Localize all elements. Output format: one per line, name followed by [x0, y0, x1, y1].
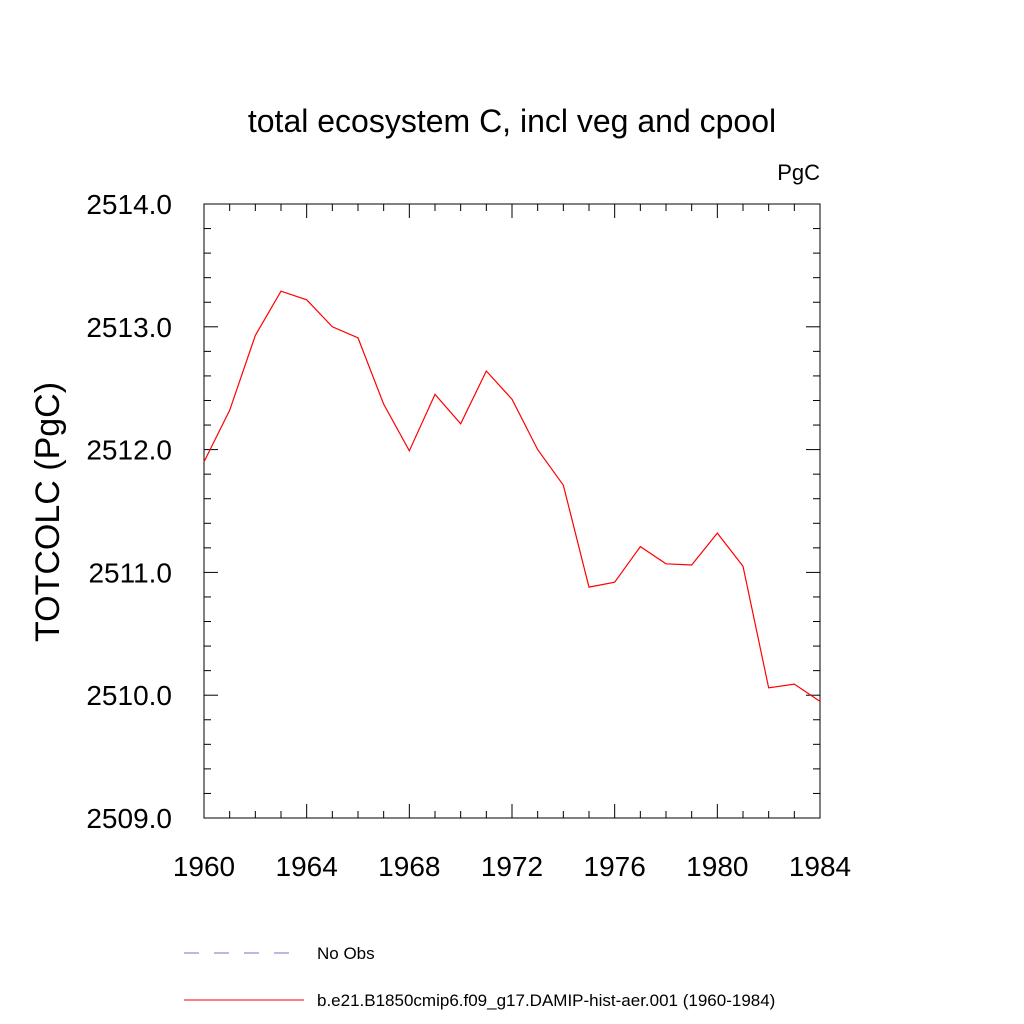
- x-tick-label: 1972: [481, 851, 543, 882]
- legend: No Obs b.e21.B1850cmip6.f09_g17.DAMIP-his…: [184, 944, 775, 1010]
- x-tick-label: 1960: [173, 851, 235, 882]
- y-axis-label: TOTCOLC (PgC): [29, 382, 67, 642]
- legend-label: No Obs: [317, 944, 375, 963]
- x-tick-label: 1976: [584, 851, 646, 882]
- y-tick-label: 2510.0: [86, 680, 172, 711]
- units-label: PgC: [777, 160, 820, 185]
- x-tick-label: 1984: [789, 851, 851, 882]
- series-line: [203, 290, 821, 702]
- data-series: [203, 290, 821, 702]
- x-tick-label: 1964: [276, 851, 338, 882]
- x-tick-label: 1980: [686, 851, 748, 882]
- y-tick-label: 2509.0: [86, 803, 172, 834]
- legend-label: b.e21.B1850cmip6.f09_g17.DAMIP-hist-aer.…: [317, 991, 775, 1010]
- chart-title: total ecosystem C, incl veg and cpool: [248, 103, 776, 139]
- y-tick-label: 2511.0: [88, 557, 172, 588]
- x-tick-label: 1968: [378, 851, 440, 882]
- axis-ticks: 1960 1964 1968 1972 1976 1980 1984 2509.0 2510.0…: [86, 189, 851, 882]
- y-tick-label: 2512.0: [86, 435, 172, 466]
- y-tick-label: 2513.0: [86, 312, 172, 343]
- y-tick-label: 2514.0: [86, 189, 172, 220]
